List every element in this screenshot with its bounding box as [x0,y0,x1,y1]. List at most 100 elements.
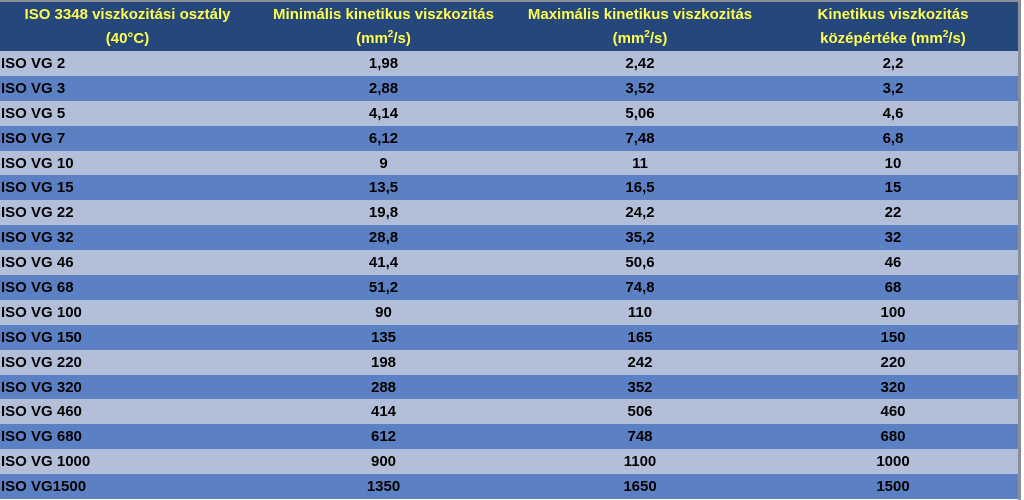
cell-max: 11 [512,150,768,176]
cell-iso-class: ISO VG 22 [0,200,255,226]
cell-min: 612 [255,424,512,450]
cell-iso-class: ISO VG 46 [0,250,255,276]
header-line: (40°C) [105,29,150,47]
cell-iso-class: ISO VG 7 [0,125,255,151]
cell-iso-class: ISO VG 460 [0,399,255,425]
cell-max: 748 [512,424,768,450]
cell-max: 1100 [512,449,768,475]
cell-min: 19,8 [255,200,512,226]
table-row: ISO VG1500 1350 1650 1500 [0,474,1018,500]
cell-min: 1,98 [255,51,512,76]
cell-min: 198 [255,349,512,375]
cell-max: 50,6 [512,250,768,276]
cell-iso-class: ISO VG 320 [0,374,255,400]
cell-mid: 10 [768,150,1018,176]
header-line: Maximális kinetikus viszkozitás [527,5,753,23]
header-line: középértéke (mm [820,29,943,47]
superscript: 2 [644,28,650,40]
header-line: (mm [612,29,645,47]
cell-min: 13,5 [255,175,512,201]
table-row: ISO VG 32 28,8 35,2 32 [0,225,1018,251]
header-line: Kinetikus viszkozitás [817,5,969,23]
cell-iso-class: ISO VG 32 [0,225,255,251]
cell-max: 24,2 [512,200,768,226]
cell-min: 4,14 [255,100,512,126]
table-row: ISO VG 460 414 506 460 [0,399,1018,425]
superscript: 2 [942,28,949,40]
table-row: ISO VG 220 198 242 220 [0,349,1018,375]
table-row: ISO VG 150 135 165 150 [0,324,1018,350]
table-row: ISO VG 22 19,8 24,2 22 [0,200,1018,226]
cell-mid: 680 [768,424,1018,450]
cell-mid: 100 [768,299,1018,325]
cell-iso-class: ISO VG 15 [0,175,255,201]
table-row: ISO VG 100 90 110 100 [0,299,1018,325]
header-max-viscosity: Maximális kinetikus viszkozitás (mm2/s) [512,2,768,51]
header-row: ISO 3348 viszkozitási osztály (40°C) Mini… [0,2,1018,51]
cell-max: 506 [512,399,768,425]
cell-min: 90 [255,299,512,325]
cell-mid: 1000 [768,449,1018,475]
cell-iso-class: ISO VG 680 [0,424,255,450]
table-row: ISO VG 10 9 11 10 [0,150,1018,176]
cell-mid: 320 [768,374,1018,400]
cell-mid: 4,6 [768,100,1018,126]
superscript: 2 [387,28,394,40]
cell-max: 165 [512,324,768,350]
cell-max: 35,2 [512,225,768,251]
table-row: ISO VG 7 6,12 7,48 6,8 [0,125,1018,151]
cell-max: 352 [512,374,768,400]
table-row: ISO VG 46 41,4 50,6 46 [0,250,1018,276]
cell-min: 28,8 [255,225,512,251]
cell-mid: 460 [768,399,1018,425]
cell-mid: 32 [768,225,1018,251]
header-line: (mm [356,29,388,47]
cell-max: 1650 [512,474,768,500]
cell-max: 110 [512,299,768,325]
cell-mid: 2,2 [768,51,1018,76]
header-mid-viscosity: Kinetikus viszkozitás középértéke (mm2/s) [768,2,1018,51]
table-row: ISO VG 1000 900 1100 1000 [0,449,1018,475]
cell-min: 900 [255,449,512,475]
cell-min: 414 [255,399,512,425]
header-line: ISO 3348 viszkozitási osztály [24,5,231,23]
cell-mid: 68 [768,275,1018,300]
header-line: /s) [393,29,411,47]
cell-mid: 22 [768,200,1018,226]
cell-iso-class: ISO VG 2 [0,51,255,76]
cell-max: 242 [512,349,768,375]
cell-iso-class: ISO VG 220 [0,349,255,375]
cell-max: 7,48 [512,125,768,151]
cell-max: 2,42 [512,51,768,76]
cell-iso-class: ISO VG 5 [0,100,255,126]
table-row: ISO VG 68 51,2 74,8 68 [0,275,1018,300]
cell-min: 51,2 [255,275,512,300]
cell-iso-class: ISO VG 68 [0,275,255,300]
header-line: Minimális kinetikus viszkozitás [273,5,494,23]
cell-iso-class: ISO VG 10 [0,150,255,176]
cell-min: 2,88 [255,75,512,101]
cell-min: 9 [255,150,512,176]
cell-max: 5,06 [512,100,768,126]
table-row: ISO VG 3 2,88 3,52 3,2 [0,75,1018,101]
cell-mid: 220 [768,349,1018,375]
table-row: ISO VG 2 1,98 2,42 2,2 [0,51,1018,76]
table-row: ISO VG 15 13,5 16,5 15 [0,175,1018,201]
cell-max: 16,5 [512,175,768,201]
table-row: ISO VG 5 4,14 5,06 4,6 [0,100,1018,126]
cell-mid: 46 [768,250,1018,276]
cell-min: 6,12 [255,125,512,151]
cell-iso-class: ISO VG 3 [0,75,255,101]
header-min-viscosity: Minimális kinetikus viszkozitás (mm2/s) [255,2,512,51]
table-row: ISO VG 680 612 748 680 [0,424,1018,450]
cell-min: 288 [255,374,512,400]
table-body: ISO VG 2 1,98 2,42 2,2 ISO VG 3 2,88 3,52 3,2 IS… [0,51,1018,500]
header-iso-class: ISO 3348 viszkozitási osztály (40°C) [0,2,255,51]
cell-mid: 3,2 [768,75,1018,101]
cell-iso-class: ISO VG1500 [0,474,255,500]
cell-max: 74,8 [512,275,768,300]
cell-iso-class: ISO VG 100 [0,299,255,325]
cell-max: 3,52 [512,75,768,101]
